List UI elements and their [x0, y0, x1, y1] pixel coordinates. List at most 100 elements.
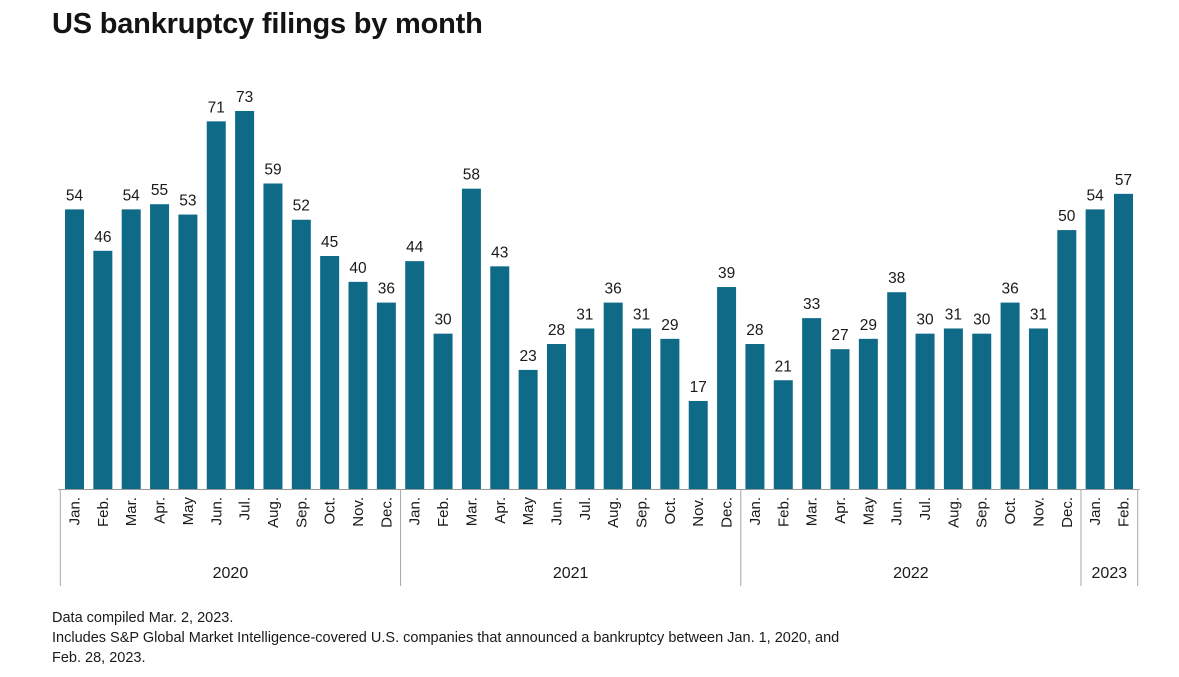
data-label: 31 — [633, 306, 650, 323]
month-tick-label: Jun. — [889, 497, 906, 525]
month-tick-label: Apr. — [492, 497, 509, 524]
bar — [235, 111, 255, 489]
month-tick-label: Jul. — [577, 497, 594, 520]
bar — [688, 400, 708, 489]
note-compiled: Data compiled Mar. 2, 2023. — [52, 610, 234, 626]
month-tick-label: Sep. — [293, 497, 310, 528]
bar — [972, 333, 992, 489]
month-tick-label: Sep. — [634, 497, 651, 528]
bar — [830, 349, 850, 489]
data-label: 36 — [605, 281, 622, 298]
month-tick-label: Nov. — [1030, 497, 1047, 527]
bar — [405, 261, 425, 489]
bar — [433, 333, 453, 489]
bar — [291, 219, 311, 490]
bar — [1085, 209, 1105, 489]
month-tick-label: Jan. — [407, 497, 424, 525]
chart-title: US bankruptcy filings by month — [52, 8, 483, 40]
bar — [93, 250, 113, 489]
year-group-label: 2023 — [1092, 565, 1128, 582]
data-label: 31 — [1030, 306, 1047, 323]
data-label: 29 — [661, 317, 678, 334]
bar — [943, 328, 963, 489]
bar — [660, 338, 680, 489]
data-label: 71 — [208, 99, 225, 116]
data-label: 36 — [378, 281, 395, 298]
data-label: 31 — [945, 306, 962, 323]
data-label: 54 — [1087, 187, 1105, 204]
bar-chart: 54 Jan. 46 Feb. 54 Mar. 55 Apr. 53 May 71 Jun. 73 Jul… — [58, 89, 1140, 586]
month-tick-label: Jan. — [67, 497, 84, 525]
year-group-label: 2022 — [893, 565, 929, 582]
data-label: 30 — [434, 312, 452, 329]
data-label: 38 — [888, 270, 905, 287]
bar — [858, 338, 878, 489]
data-label: 58 — [463, 167, 480, 184]
data-label: 50 — [1058, 208, 1076, 225]
month-tick-label: Dec. — [719, 497, 736, 528]
bar — [546, 344, 566, 489]
data-label: 33 — [803, 296, 820, 313]
data-label: 29 — [860, 317, 877, 334]
bar — [802, 318, 822, 489]
bar — [348, 281, 368, 489]
year-group-label: 2020 — [213, 565, 249, 582]
data-label: 54 — [66, 187, 84, 204]
month-tick-label: Dec. — [1059, 497, 1076, 528]
data-label: 57 — [1115, 172, 1132, 189]
data-label: 52 — [293, 198, 310, 215]
month-tick-label: Feb. — [435, 497, 452, 527]
data-label: 46 — [94, 229, 111, 246]
bar — [178, 214, 198, 489]
bar — [603, 302, 623, 489]
bar — [490, 266, 510, 489]
data-label: 53 — [179, 193, 196, 210]
data-label: 23 — [519, 348, 536, 365]
chart-notes: Data compiled Mar. 2, 2023. Includes S&P… — [52, 608, 839, 668]
bar — [206, 121, 226, 490]
bar — [461, 188, 481, 490]
month-tick-label: Jan. — [1087, 497, 1104, 525]
bar — [575, 328, 595, 489]
bar — [121, 209, 141, 489]
bar — [518, 369, 538, 489]
bar — [745, 344, 765, 489]
month-tick-label: Jun. — [548, 497, 565, 525]
data-label: 21 — [775, 358, 792, 375]
bar — [263, 183, 283, 490]
bar — [773, 380, 793, 489]
note-includes-continued: Feb. 28, 2023. — [52, 650, 146, 666]
bar — [65, 209, 84, 489]
month-tick-label: May — [520, 497, 537, 526]
data-label: 28 — [746, 322, 763, 339]
data-label: 45 — [321, 234, 338, 251]
month-tick-label: Feb. — [95, 497, 112, 527]
data-label: 27 — [831, 327, 848, 344]
month-tick-label: Jan. — [747, 497, 764, 525]
month-tick-label: Mar. — [463, 497, 480, 526]
month-tick-label: Dec. — [378, 497, 395, 528]
data-label: 55 — [151, 182, 168, 199]
note-includes: Includes S&P Global Market Intelligence-… — [52, 630, 840, 646]
month-tick-label: Apr. — [832, 497, 849, 524]
bar — [1000, 302, 1020, 489]
month-tick-label: Oct. — [322, 497, 339, 525]
data-label: 59 — [264, 161, 281, 178]
month-tick-label: Aug. — [945, 497, 962, 528]
data-label: 39 — [718, 265, 735, 282]
month-tick-label: Oct. — [662, 497, 679, 525]
bar — [632, 328, 652, 489]
data-label: 43 — [491, 244, 508, 261]
month-tick-label: Apr. — [152, 497, 169, 524]
data-label: 28 — [548, 322, 565, 339]
bar — [1028, 328, 1048, 489]
data-label: 36 — [1001, 281, 1018, 298]
data-label: 73 — [236, 89, 253, 106]
data-label: 44 — [406, 239, 424, 256]
bar — [887, 292, 907, 489]
month-tick-label: Oct. — [1002, 497, 1019, 525]
data-label: 17 — [690, 379, 707, 396]
month-tick-label: Aug. — [265, 497, 282, 528]
bar — [376, 302, 396, 489]
month-tick-label: Feb. — [775, 497, 792, 527]
